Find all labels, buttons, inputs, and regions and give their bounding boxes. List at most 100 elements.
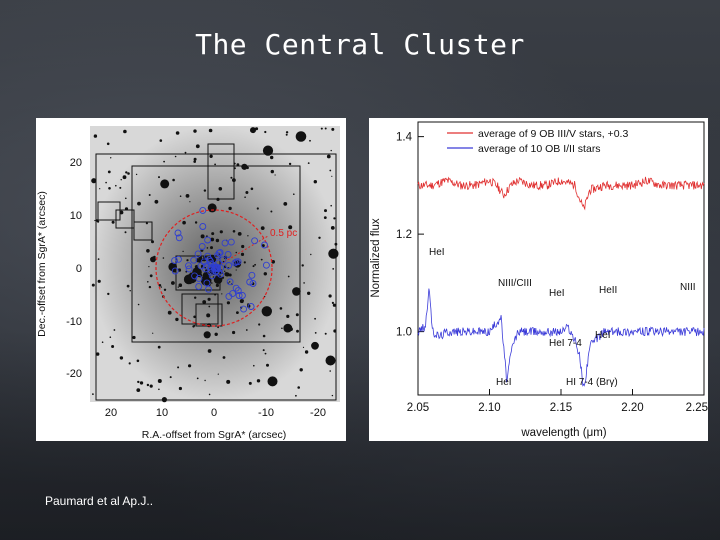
marked-star-circle bbox=[246, 278, 254, 286]
field-outline bbox=[131, 165, 301, 343]
marked-star-circle bbox=[234, 287, 242, 295]
star bbox=[101, 341, 104, 343]
x-axis-label: R.A.-offset from SgrA* (arcsec) bbox=[142, 429, 287, 441]
star bbox=[310, 253, 312, 256]
spectra-svg: 2.05 2.10 2.15 2.20 2.25 1.4 1.2 1.0 average of… bbox=[370, 121, 708, 439]
marked-star-circle bbox=[216, 249, 224, 256]
x-tick-label: 10 bbox=[156, 407, 168, 419]
star bbox=[182, 220, 186, 225]
star bbox=[244, 196, 246, 198]
x-tick-label: 2.15 bbox=[550, 402, 572, 414]
star bbox=[267, 376, 278, 387]
star bbox=[250, 127, 256, 134]
star bbox=[158, 388, 160, 391]
star bbox=[119, 210, 124, 215]
legend: average of 9 OB III/V stars, +0.3 averag… bbox=[447, 128, 628, 155]
star bbox=[175, 317, 179, 322]
y-tick-label: 10 bbox=[70, 210, 82, 222]
y-axis: 20 10 0 -10 -20 Dec.-offset from SgrA* (… bbox=[36, 157, 82, 380]
y-axis-label: Dec.-offset from SgrA* (arcsec) bbox=[36, 191, 48, 337]
star bbox=[202, 300, 207, 304]
star bbox=[211, 282, 213, 284]
star bbox=[151, 240, 154, 244]
line-label: HeII bbox=[599, 285, 617, 296]
star bbox=[119, 356, 124, 360]
line-label: NIII/CIII bbox=[498, 278, 532, 289]
marked-star-circle bbox=[211, 265, 218, 273]
marked-star-circle bbox=[204, 236, 212, 244]
star bbox=[148, 285, 152, 289]
marked-star-circle bbox=[261, 241, 268, 249]
star bbox=[97, 258, 100, 260]
radius-label: 0.5 pc bbox=[270, 228, 297, 239]
marked-star-circle bbox=[238, 292, 246, 299]
star bbox=[193, 157, 197, 161]
star bbox=[262, 145, 274, 156]
star bbox=[188, 364, 192, 368]
marked-star-circle bbox=[235, 292, 243, 299]
star bbox=[185, 194, 190, 198]
star bbox=[108, 187, 111, 190]
star bbox=[193, 160, 196, 163]
line-label: HeI bbox=[595, 330, 611, 341]
star bbox=[215, 238, 220, 243]
star bbox=[245, 329, 248, 331]
star bbox=[208, 305, 211, 308]
star bbox=[126, 284, 130, 288]
star bbox=[286, 314, 290, 318]
line-label: HeI 7-4 bbox=[549, 338, 582, 349]
star bbox=[297, 386, 301, 389]
star bbox=[307, 162, 310, 164]
star bbox=[182, 250, 184, 253]
line-label: HeI bbox=[429, 247, 445, 258]
star bbox=[241, 244, 245, 249]
star bbox=[304, 350, 309, 354]
marked-star-circle bbox=[171, 267, 179, 275]
star bbox=[235, 251, 238, 254]
star bbox=[301, 264, 304, 267]
field-outline bbox=[95, 153, 337, 401]
x-tick-label: 2.20 bbox=[621, 402, 643, 414]
star bbox=[260, 258, 263, 261]
marked-star-circle bbox=[175, 234, 183, 242]
marked-star-circle bbox=[217, 270, 224, 278]
y-tick-label: 1.4 bbox=[396, 132, 413, 144]
star bbox=[270, 169, 274, 174]
marked-star-circle bbox=[199, 223, 207, 230]
star bbox=[329, 370, 332, 372]
star bbox=[292, 287, 301, 296]
marked-star-circle bbox=[171, 257, 179, 265]
star bbox=[183, 274, 194, 285]
star bbox=[193, 129, 197, 133]
star bbox=[254, 127, 257, 130]
star bbox=[274, 174, 276, 176]
star bbox=[184, 151, 187, 154]
y-tick-label: -10 bbox=[66, 316, 82, 328]
star bbox=[125, 171, 128, 174]
marked-star-circle bbox=[248, 271, 256, 279]
marked-star-circle bbox=[225, 292, 233, 300]
star bbox=[177, 366, 180, 369]
star bbox=[207, 297, 211, 301]
star bbox=[109, 336, 112, 338]
star bbox=[330, 204, 333, 207]
star bbox=[148, 194, 151, 196]
star bbox=[124, 231, 127, 234]
spectra-figure: 2.05 2.10 2.15 2.20 2.25 1.4 1.2 1.0 average of… bbox=[369, 118, 708, 441]
star bbox=[208, 393, 211, 396]
star bbox=[264, 352, 267, 355]
star bbox=[193, 324, 196, 327]
star bbox=[115, 184, 117, 187]
star bbox=[235, 269, 237, 271]
star bbox=[217, 326, 220, 329]
star bbox=[169, 376, 172, 379]
star bbox=[209, 154, 213, 158]
star bbox=[203, 189, 207, 192]
marked-star-circle bbox=[224, 251, 232, 258]
y-tick-label: -20 bbox=[66, 368, 82, 380]
marked-star-circle bbox=[194, 250, 202, 258]
x-tick-label: 20 bbox=[105, 407, 117, 419]
star bbox=[281, 327, 283, 330]
star bbox=[159, 139, 163, 142]
marked-star-circle bbox=[205, 255, 213, 263]
